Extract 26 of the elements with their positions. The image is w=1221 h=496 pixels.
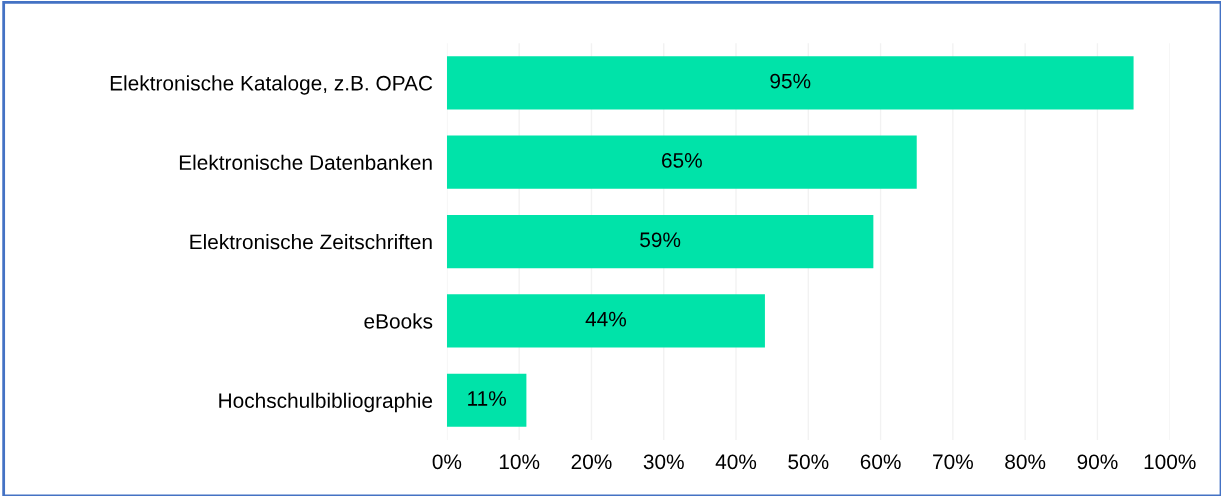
x-tick-label: 70% <box>933 454 973 470</box>
data-label: 59% <box>640 232 681 248</box>
y-tick-label: Elektronische Datenbanken <box>179 154 432 170</box>
data-label: 44% <box>585 311 627 327</box>
bar <box>446 214 874 269</box>
x-tick-label: 10% <box>499 454 540 470</box>
bar <box>446 373 527 427</box>
bar <box>446 135 917 189</box>
x-tick-label: 100% <box>1144 454 1196 470</box>
y-tick-label: Hochschulbibliographie <box>219 392 433 413</box>
x-tick-label: 20% <box>571 454 612 470</box>
x-tick-label: 30% <box>643 454 684 470</box>
bar <box>446 56 1134 110</box>
data-label: 95% <box>770 73 811 89</box>
y-tick-label: eBooks <box>364 313 433 329</box>
x-tick-label: 40% <box>715 454 757 470</box>
y-tick-label: Elektronische Zeitschriften <box>190 234 432 250</box>
y-tick-label: Elektronische Kataloge, z.B. OPAC <box>110 75 433 95</box>
bar <box>446 294 765 348</box>
x-tick-label: 60% <box>860 454 901 470</box>
x-tick-label: 80% <box>1005 454 1046 470</box>
data-label: 11% <box>468 391 506 406</box>
data-label: 65% <box>662 153 702 168</box>
x-tick-label: 50% <box>788 454 829 470</box>
x-tick-label: 0% <box>432 454 462 470</box>
x-tick-label: 90% <box>1077 454 1118 470</box>
